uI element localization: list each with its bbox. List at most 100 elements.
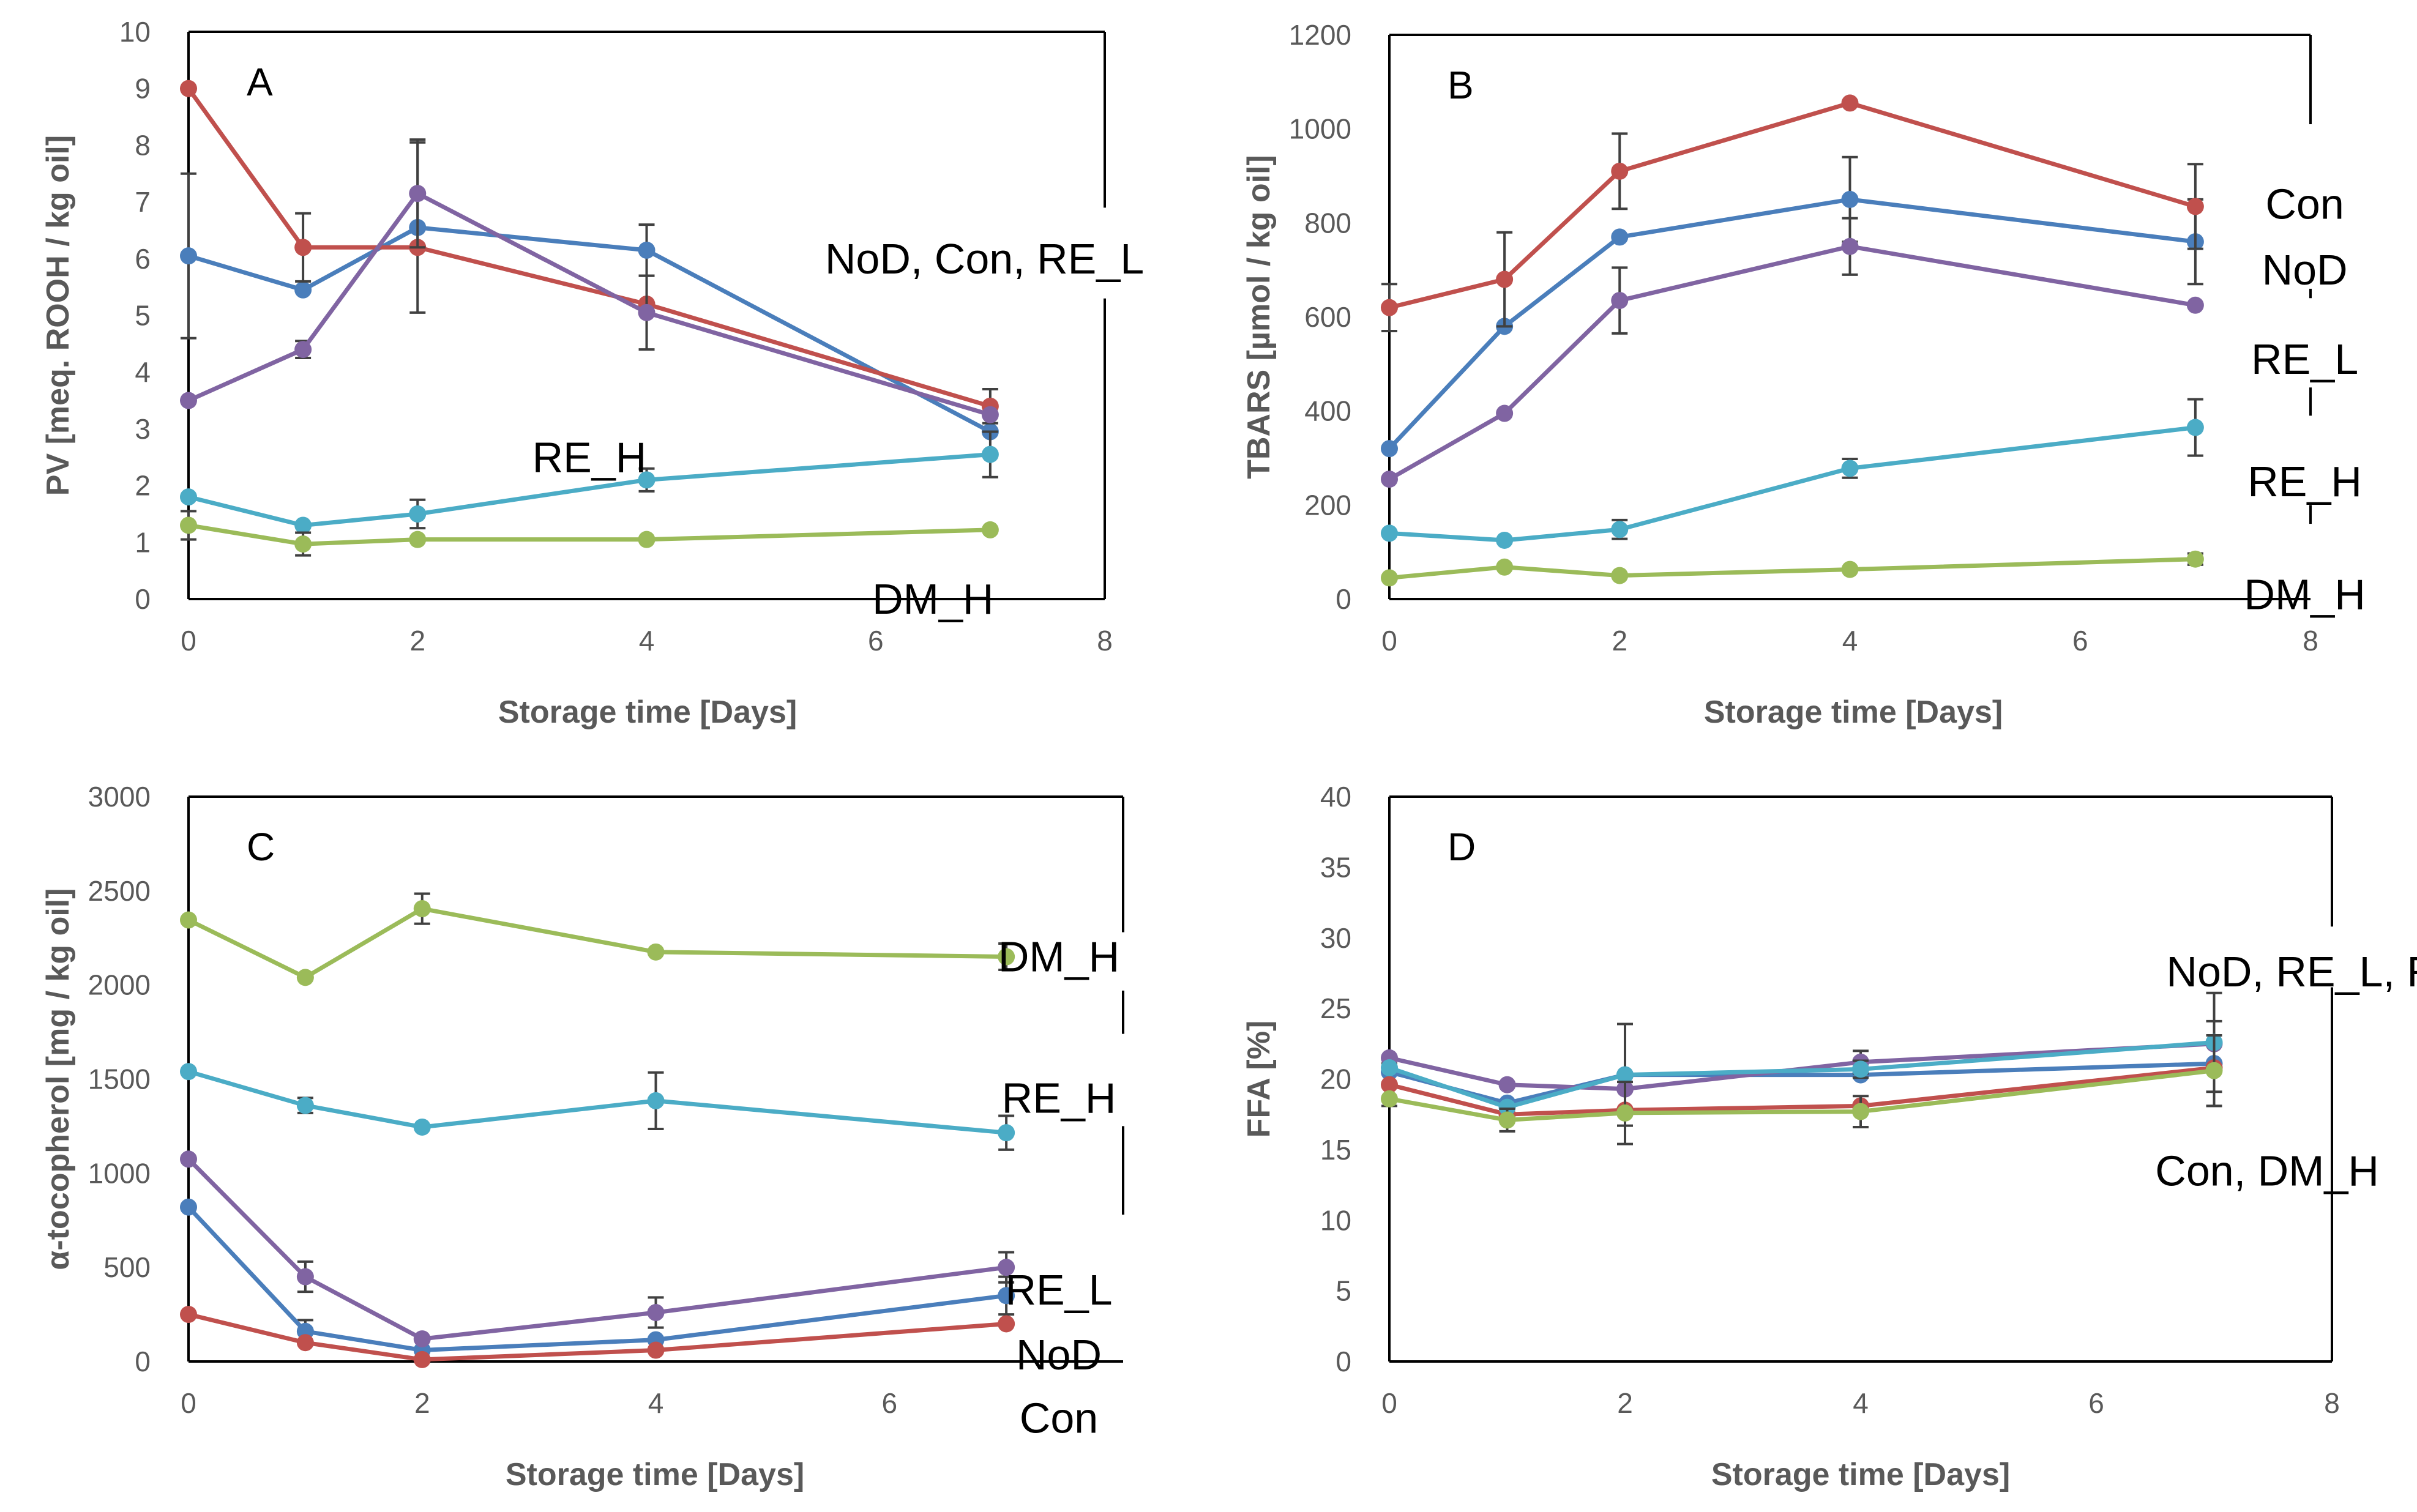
data-point [1611,228,1629,246]
panel-a: 0 1 2 3 4 5 6 7 8 9 10 0 2 4 6 8 Storage time [Days] PV [… [40,16,1144,730]
y-tick-label: 1000 [1289,113,1351,145]
data-point [998,948,1015,966]
x-tick-label: 2 [409,625,425,657]
data-point [998,1124,1015,1142]
data-point [1616,1066,1634,1084]
series-annotation: DM_H [872,575,993,623]
data-point [1381,1076,1398,1093]
series-annotation: NoD, RE_L, RE_H [2166,948,2417,996]
data-point [180,1150,197,1168]
data-point [1841,237,1859,255]
data-point [1611,521,1629,538]
series-line [187,906,1007,980]
series-con [1381,94,2204,333]
panel-d: 0 5 10 15 20 25 30 35 40 0 2 4 6 8 Storage time [Days]… [1241,781,2417,1492]
series-re-h [1381,991,2223,1127]
series-annotation: DM_H [2244,570,2365,618]
data-point [294,341,312,359]
data-point [981,406,999,423]
data-point [1611,567,1629,584]
y-tick-label: 0 [1336,1346,1351,1377]
data-point [1496,404,1514,422]
series-nod [1381,1019,2223,1112]
data-point [1616,1104,1634,1122]
y-tick-label: 10 [1320,1204,1351,1236]
x-axis-title: Storage time [Days] [1711,1457,2010,1492]
data-point [180,1198,197,1216]
x-axis-title: Storage time [Days] [498,695,797,730]
y-tick-label: 2500 [88,875,151,907]
data-point [638,241,656,259]
data-point [1496,270,1514,288]
y-tick-label: 4 [135,356,151,388]
y-tick-label: 7 [135,186,151,218]
panel-letter: C [247,825,275,869]
y-tick-label: 2000 [88,969,151,1001]
data-point [296,969,314,986]
data-point [981,521,999,538]
series-dm-h [1381,1033,2223,1145]
data-point [296,1334,314,1352]
x-tick-label: 0 [181,625,196,657]
y-tick-label: 5 [1336,1275,1351,1307]
data-point [180,1063,197,1081]
data-point [296,1268,314,1286]
data-point [638,471,656,489]
data-point [180,392,197,409]
data-point [1852,1103,1869,1120]
data-point [180,1306,197,1324]
series-annotation: RE_L [2251,335,2358,383]
y-tick-label: 1 [135,526,151,558]
data-point [180,488,197,506]
data-point [1381,1090,1398,1108]
data-point [294,535,312,553]
series-annotation: RE_L [1005,1266,1112,1314]
data-point [2186,296,2204,314]
data-point [1611,162,1629,180]
data-point [1841,94,1859,112]
x-tick-label: 0 [181,1387,196,1419]
panel-letter: B [1448,63,1474,107]
y-tick-label: 9 [135,73,151,105]
data-point [647,1304,665,1322]
panel-b: 0 200 400 600 800 1000 1200 0 2 4 6 8 Storage time [… [1241,19,2366,730]
series-annotation: RE_H [1002,1074,1116,1122]
data-point [1841,460,1859,477]
data-point [413,1330,431,1348]
x-tick-label: 0 [1381,1387,1397,1419]
data-point [180,911,197,929]
x-tick-label: 2 [414,1387,430,1419]
data-point [981,445,999,463]
series-re-h [1381,398,2204,549]
y-tick-label: 200 [1304,489,1351,521]
series-con [180,1306,1015,1368]
x-tick-label: 4 [1853,1387,1869,1419]
data-point [409,531,427,548]
x-tick-label: 4 [1842,625,1858,657]
data-point [180,516,197,534]
y-axis-title: FFA [%] [1241,1021,1277,1138]
series-line [1389,425,2196,543]
series-re-h [180,430,999,534]
data-point [296,1097,314,1114]
x-tick-label: 2 [1612,625,1627,657]
y-axis-title: TBARS [µmol / kg oil] [1241,155,1277,479]
data-point [1841,190,1859,208]
data-point [1852,1060,1869,1078]
series-re-h [180,1063,1015,1151]
data-point [2186,419,2204,436]
y-tick-label: 6 [135,243,151,275]
series-dm-h [1381,550,2204,587]
data-point [1496,531,1514,549]
series-re-l [180,138,999,423]
data-point [1498,1076,1516,1093]
y-axis-title: PV [meq. ROOH / kg oil] [40,135,76,496]
data-point [413,900,431,918]
data-point [1381,440,1398,458]
data-point [2186,550,2204,568]
series-annotation: NoD [1016,1331,1102,1379]
data-point [1498,1111,1516,1129]
series-annotation: NoD [2262,246,2348,294]
x-tick-label: 8 [1097,625,1113,657]
